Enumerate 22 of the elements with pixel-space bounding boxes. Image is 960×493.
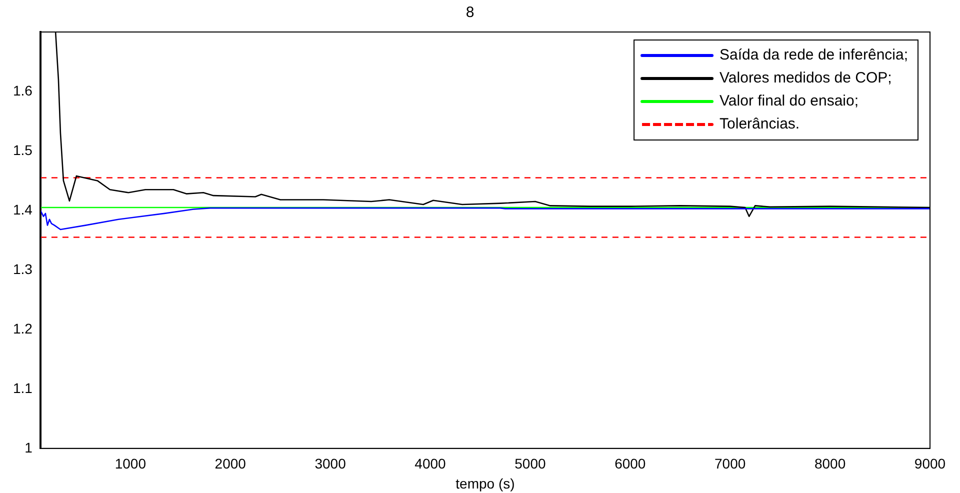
x-tick-label: 6000 — [614, 456, 646, 472]
legend-label: Saída da rede de inferência; — [720, 46, 908, 64]
legend-label: Valores medidos de COP; — [720, 70, 892, 87]
x-axis-title: tempo (s) — [456, 475, 515, 492]
x-tick-label: 2000 — [214, 456, 246, 472]
x-tick-label: 5000 — [514, 456, 546, 472]
y-tick-label: 1 — [24, 439, 33, 456]
y-tick-label: 1.4 — [12, 201, 33, 218]
x-tick-label: 8000 — [814, 456, 846, 472]
legend-label: Valor final do ensaio; — [720, 92, 859, 110]
chart-title: 8 — [466, 4, 474, 22]
y-tick-label: 1.5 — [12, 142, 33, 158]
x-tick-label: 1000 — [114, 456, 146, 472]
x-tick-label: 9000 — [914, 456, 946, 472]
y-tick-label: 1.2 — [12, 320, 33, 336]
x-tick-label: 4000 — [414, 456, 446, 472]
x-tick-label: 7000 — [714, 456, 746, 472]
legend-label: Tolerâncias. — [720, 116, 800, 133]
y-tick-label: 1.3 — [12, 260, 33, 277]
x-tick-label: 3000 — [314, 456, 346, 472]
y-tick-label: 1.6 — [12, 82, 33, 98]
y-tick-label: 1.1 — [12, 380, 33, 396]
